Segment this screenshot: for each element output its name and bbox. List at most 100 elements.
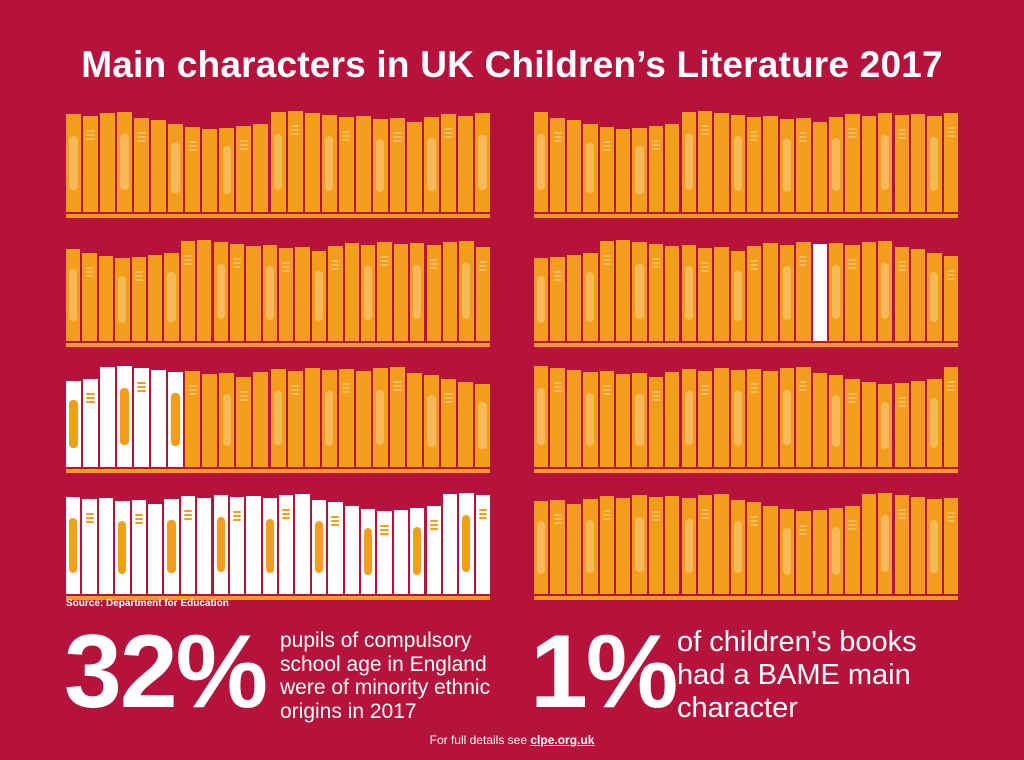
- book-spine-band: [265, 266, 274, 320]
- left-bookshelf-row-3: [66, 363, 490, 473]
- book-spine-stripe: [799, 525, 808, 527]
- book-spine-band: [881, 515, 890, 572]
- orange-book: [442, 242, 458, 341]
- book-spine-stripe: [478, 269, 487, 271]
- white-book: [410, 508, 425, 594]
- orange-book: [534, 501, 549, 594]
- orange-book: [927, 379, 942, 467]
- orange-book: [779, 509, 795, 594]
- book-spine-stripe: [799, 264, 808, 266]
- book-spine-band: [413, 264, 422, 320]
- book-spine-stripe: [700, 125, 710, 127]
- left-bookshelf-row-2: [66, 237, 490, 347]
- orange-book: [338, 117, 354, 212]
- orange-book: [202, 374, 218, 467]
- orange-book: [344, 243, 359, 341]
- book-spine-stripe: [85, 517, 94, 519]
- orange-book: [566, 370, 582, 467]
- book-spine-band: [684, 266, 693, 320]
- book-spine-band: [537, 388, 546, 445]
- pupils-description-line: were of minority ethnic: [280, 676, 491, 700]
- book-spine-band: [782, 139, 792, 192]
- orange-book: [457, 382, 473, 467]
- orange-book: [423, 117, 439, 212]
- book-spine-stripe: [331, 524, 340, 526]
- orange-book: [83, 116, 98, 212]
- right-bookshelf-row-4: [534, 490, 958, 600]
- book-spine-stripe: [946, 274, 955, 276]
- book-spine-stripe: [444, 136, 453, 138]
- orange-book: [389, 367, 405, 467]
- book-spine-band: [222, 393, 232, 447]
- orange-book: [681, 112, 696, 212]
- book-spine-stripe: [750, 139, 759, 141]
- book-spine-band: [930, 398, 939, 448]
- book-spine-stripe: [553, 514, 562, 516]
- book-spine-band: [537, 276, 546, 323]
- book-spine-stripe: [651, 266, 660, 268]
- orange-book: [355, 371, 371, 467]
- shelf-plank: [66, 596, 490, 600]
- orange-book: [202, 129, 218, 212]
- orange-book: [697, 495, 713, 594]
- orange-book: [599, 371, 614, 467]
- book-spine-stripe: [331, 520, 340, 522]
- orange-book: [550, 500, 565, 594]
- orange-book: [599, 496, 614, 594]
- orange-book: [287, 371, 303, 467]
- book-spine-stripe: [799, 389, 808, 391]
- orange-book: [927, 116, 942, 212]
- book-spine-stripe: [86, 401, 95, 403]
- white-book: [442, 494, 458, 594]
- book-spine-stripe: [602, 259, 611, 261]
- book-spine-stripe: [239, 399, 249, 401]
- shelf-plank: [66, 214, 490, 218]
- book-spine-stripe: [429, 520, 438, 522]
- white-book: [262, 498, 277, 594]
- book-spine-stripe: [188, 149, 197, 151]
- book-spine-band: [171, 392, 180, 447]
- orange-book: [730, 115, 745, 212]
- book-spine-band: [120, 134, 129, 190]
- book-spine-stripe: [848, 136, 857, 138]
- book-spine-stripe: [393, 136, 402, 138]
- orange-book: [262, 245, 277, 341]
- book-spine-band: [364, 266, 373, 320]
- book-spine-stripe: [651, 515, 660, 517]
- orange-book: [134, 118, 150, 212]
- clpe-link[interactable]: clpe.org.uk: [530, 733, 595, 747]
- book-spine-stripe: [799, 533, 808, 535]
- book-spine-stripe: [848, 528, 857, 530]
- orange-book: [393, 244, 409, 341]
- book-spine-band: [832, 526, 841, 576]
- orange-book: [131, 257, 146, 341]
- book-spine-band: [273, 134, 283, 190]
- book-spine-stripe: [183, 514, 192, 516]
- book-spine-band: [832, 395, 841, 447]
- book-spine-stripe: [897, 129, 906, 131]
- book-spine-stripe: [602, 518, 611, 520]
- orange-book: [615, 498, 631, 594]
- book-spine-stripe: [86, 134, 95, 136]
- white-book: [279, 495, 294, 594]
- book-spine-stripe: [393, 385, 402, 387]
- orange-book: [270, 369, 286, 467]
- orange-book: [648, 377, 664, 467]
- book-spine-stripe: [86, 130, 95, 132]
- book-spine-band: [586, 392, 595, 447]
- white-book: [100, 367, 116, 467]
- orange-book: [943, 113, 958, 212]
- orange-book: [229, 244, 245, 341]
- book-spine-stripe: [602, 510, 611, 512]
- orange-book: [98, 256, 114, 341]
- book-spine-stripe: [946, 381, 955, 383]
- book-spine-stripe: [380, 256, 389, 258]
- book-spine-stripe: [651, 148, 660, 150]
- book-spine-band: [684, 390, 693, 446]
- book-spine-stripe: [188, 389, 197, 391]
- book-spine-band: [69, 269, 78, 321]
- white-book: [168, 372, 184, 467]
- orange-book: [410, 243, 425, 341]
- book-spine-stripe: [183, 255, 192, 257]
- book-spine-stripe: [946, 135, 955, 137]
